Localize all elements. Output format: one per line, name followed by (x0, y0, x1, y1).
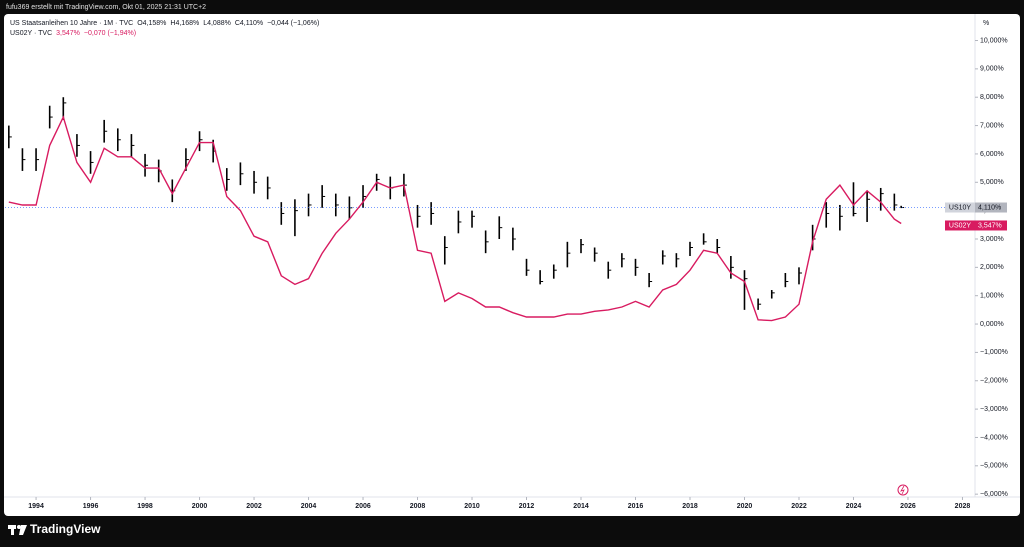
x-tick-label: 2016 (628, 503, 644, 510)
y-tick-label: −6,000% (980, 491, 1008, 498)
chart-pane (4, 14, 1020, 516)
y-tick-label: −2,000% (980, 378, 1008, 385)
y-tick-label: −3,000% (980, 406, 1008, 413)
series-line (8, 115, 902, 322)
x-tick-label: 2018 (682, 503, 698, 510)
legend-field: 3,547% (56, 30, 80, 37)
legend-field: C4,110% (235, 20, 263, 27)
x-tick-label: 1996 (83, 503, 99, 510)
y-tick-label: 3,000% (980, 236, 1004, 243)
x-tick-label: 2000 (192, 503, 208, 510)
legend-title: US Staatsanleihen 10 Jahre · 1M · TVC (10, 20, 133, 27)
y-tick-label: −4,000% (980, 434, 1008, 441)
x-tick-label: 2014 (573, 503, 589, 510)
x-tick-label: 2024 (846, 503, 862, 510)
y-tick-label: 8,000% (980, 94, 1004, 101)
x-tick-label: 2004 (301, 503, 317, 510)
legend-title: US02Y · TVC (10, 30, 52, 37)
y-tick-label: 9,000% (980, 66, 1004, 73)
x-tick-label: 2002 (246, 503, 262, 510)
x-tick-label: 2028 (955, 503, 971, 510)
x-tick-label: 2012 (519, 503, 535, 510)
legend-field: O4,158% (137, 20, 166, 27)
x-tick-label: 2008 (410, 503, 426, 510)
price-tag (945, 202, 975, 213)
x-tick-label: 1998 (137, 503, 153, 510)
x-tick-label: 2010 (464, 503, 480, 510)
price-tag-name: US02Y (949, 222, 972, 229)
x-tick-label: 2020 (737, 503, 753, 510)
lightning-icon (897, 484, 909, 496)
y-tick-label: −1,000% (980, 349, 1008, 356)
y-tick-label: 5,000% (980, 179, 1004, 186)
legend-field: −0,044 (−1,06%) (267, 20, 319, 27)
price-tag-value: 3,547% (978, 222, 1002, 229)
y-tick-label: 6,000% (980, 151, 1004, 158)
legend-row: US02Y · TVC 3,547% −0,070 (−1,94%) (10, 30, 136, 37)
legend-field: −0,070 (−1,94%) (84, 30, 136, 37)
author-line: fufu369 erstellt mit TradingView.com, Ok… (6, 4, 206, 11)
legend-field: L4,088% (203, 20, 231, 27)
y-tick-label: −5,000% (980, 463, 1008, 470)
price-tag (945, 220, 975, 231)
legend-row: US Staatsanleihen 10 Jahre · 1M · TVC O4,… (10, 20, 319, 27)
logo-text: TradingView (30, 522, 101, 536)
x-tick-label: 2026 (900, 503, 916, 510)
x-tick-label: 2006 (355, 503, 371, 510)
x-tick-label: 2022 (791, 503, 807, 510)
price-tag-value-bg (975, 202, 1007, 213)
x-tick-label: 1994 (28, 503, 44, 510)
price-tag-name: US10Y (949, 204, 972, 211)
unit: % (983, 20, 989, 27)
y-tick-label: 2,000% (980, 264, 1004, 271)
y-tick-label: 7,000% (980, 122, 1004, 129)
logo: TradingView (8, 522, 101, 536)
y-tick-label: 0,000% (980, 321, 1004, 328)
y-tick-label: 1,000% (980, 293, 1004, 300)
legend-field: H4,168% (170, 20, 199, 27)
price-tag-value: 4,110% (978, 204, 1001, 211)
y-tick-label: 10,000% (980, 37, 1008, 44)
price-tag-value-bg (975, 220, 1007, 231)
